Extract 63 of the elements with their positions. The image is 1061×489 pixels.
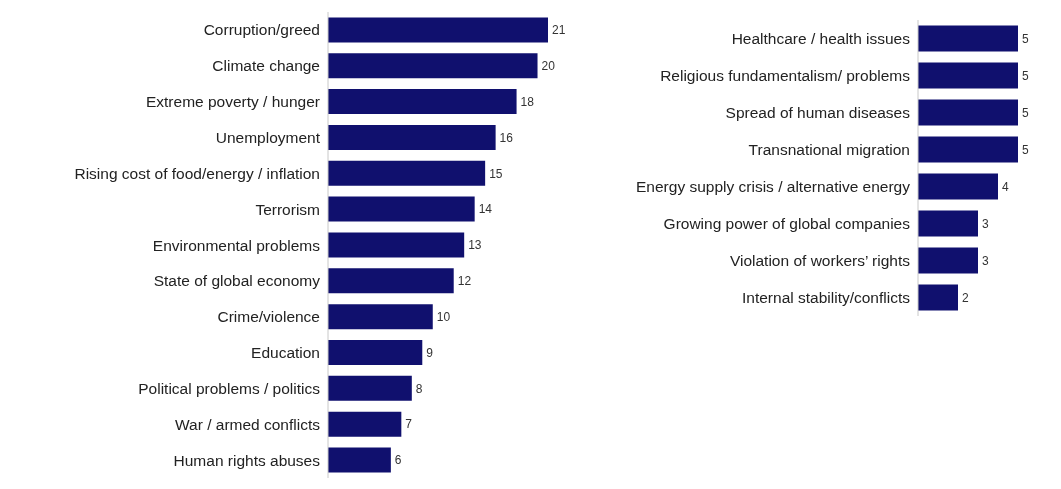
y-tick-label: Energy supply crisis / alternative energy	[636, 178, 911, 195]
data-label: 16	[499, 130, 514, 145]
data-label: 3	[982, 216, 989, 231]
bar	[328, 232, 465, 258]
y-tick-label: Rising cost of food/energy / inflation	[74, 164, 320, 182]
bar	[918, 210, 978, 237]
data-label: 5	[1022, 142, 1029, 157]
y-tick-label: Political problems / politics	[138, 379, 321, 397]
y-tick-label: Growing power of global companies	[663, 215, 911, 232]
y-tick-label: Religious fundamentalism/ problems	[660, 67, 911, 84]
bar	[328, 447, 391, 473]
bar	[328, 160, 486, 186]
bar	[328, 375, 412, 401]
data-label: 13	[468, 238, 482, 253]
bar	[918, 136, 1018, 163]
y-tick-label: Internal stability/conflicts	[742, 289, 911, 306]
bar	[918, 99, 1018, 126]
data-label: 12	[457, 274, 472, 289]
bar	[328, 53, 538, 79]
y-tick-label: Transnational migration	[748, 141, 910, 158]
data-label: 21	[552, 23, 566, 38]
data-label: 5	[1022, 68, 1029, 83]
y-tick-label: Climate change	[212, 57, 320, 75]
data-label: 10	[436, 309, 451, 324]
y-tick-label: Terrorism	[255, 200, 320, 218]
bar	[918, 25, 1018, 52]
bar	[328, 124, 496, 150]
y-tick-label: Education	[251, 344, 320, 362]
bar	[328, 339, 423, 365]
y-tick-label: Environmental problems	[152, 236, 321, 254]
bar	[328, 304, 433, 330]
data-label: 15	[489, 166, 503, 181]
y-tick-label: War / armed conflicts	[175, 415, 321, 433]
bar	[328, 89, 517, 115]
y-tick-label: Unemployment	[215, 128, 321, 146]
y-tick-label: Corruption/greed	[203, 21, 320, 39]
data-label: 7	[405, 417, 413, 432]
data-label: 18	[520, 94, 535, 109]
bar	[328, 196, 475, 222]
y-tick-label: Human rights abuses	[173, 451, 321, 469]
bar	[918, 284, 958, 311]
data-label: 20	[541, 58, 556, 73]
bar	[328, 268, 454, 294]
y-tick-label: Spread of human diseases	[725, 104, 911, 121]
bar	[918, 173, 998, 200]
bar	[328, 17, 548, 43]
y-tick-label: State of global economy	[153, 272, 321, 290]
data-label: 4	[1002, 179, 1009, 194]
data-label: 6	[394, 453, 402, 468]
data-label: 5	[1022, 105, 1029, 120]
y-tick-label: Crime/violence	[217, 308, 320, 326]
data-label: 3	[982, 253, 989, 268]
y-tick-label: Healthcare / health issues	[731, 30, 911, 47]
bar	[918, 247, 978, 274]
data-label: 8	[415, 381, 423, 396]
y-tick-label: Extreme poverty / hunger	[145, 93, 320, 111]
data-label: 5	[1022, 31, 1029, 46]
bar	[918, 62, 1018, 89]
bar	[328, 411, 402, 437]
data-label: 14	[478, 202, 493, 217]
data-label: 2	[962, 290, 969, 305]
data-label: 9	[426, 345, 434, 360]
y-tick-label: Violation of workers’ rights	[729, 252, 911, 269]
